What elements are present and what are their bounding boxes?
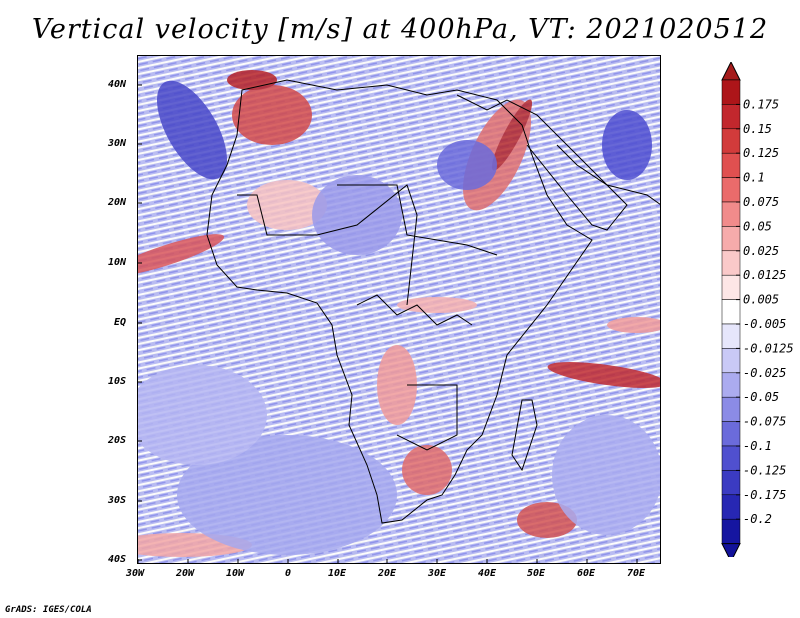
colorbar-label: -0.125: [743, 463, 786, 477]
lat-label: 40N: [108, 79, 127, 90]
colorbar-label: -0.0125: [743, 341, 794, 355]
colorbar-segment: [721, 421, 741, 447]
colorbar-label: -0.175: [743, 488, 786, 502]
colorbar-label: 0.075: [743, 195, 779, 209]
colorbar-label: 0.025: [743, 244, 779, 258]
lon-label: 30W: [126, 568, 145, 579]
lat-label: 20N: [108, 197, 127, 208]
colorbar-label: -0.1: [743, 439, 772, 453]
colorbar-segment: [721, 250, 741, 276]
colorbar-label: 0.1: [743, 171, 765, 185]
descent-regions: [137, 80, 661, 555]
lon-label: 10E: [328, 568, 347, 579]
colorbar-segment: [721, 104, 741, 130]
colorbar-segment: [721, 396, 741, 422]
colorbar-label: 0.15: [743, 122, 772, 136]
colorbar-segment: [721, 128, 741, 154]
grid-ticks: [137, 84, 638, 564]
colorbar-segment: [721, 445, 741, 471]
colorbar-segment: [721, 177, 741, 203]
colorbar-label: -0.075: [743, 415, 786, 429]
colorbar-segment: [721, 299, 741, 325]
velocity-map: [137, 55, 661, 564]
plot-title: Vertical velocity [m/s] at 400hPa, VT: 2…: [31, 14, 769, 45]
colorbar-segment: [721, 274, 741, 300]
colorbar-label: -0.005: [743, 317, 786, 331]
lat-label: 30S: [108, 495, 127, 506]
colorbar-segment: [721, 323, 741, 349]
colorbar-label: -0.025: [743, 366, 786, 380]
colorbar-over-arrow: [721, 62, 741, 81]
lon-label: 40E: [478, 568, 497, 579]
colorbar-label: 0.175: [743, 97, 779, 111]
colorbar-segment: [721, 518, 741, 544]
colorbar-segment: [721, 470, 741, 496]
colorbar-segment: [721, 372, 741, 398]
colorbar-label: 0.005: [743, 293, 779, 307]
lon-label: 0: [285, 568, 292, 579]
lon-label: 30E: [428, 568, 447, 579]
lat-label: 10S: [108, 376, 127, 387]
colorbar-label: 0.05: [743, 219, 772, 233]
lat-label: 20S: [108, 435, 127, 446]
colorbar-segment: [721, 152, 741, 178]
colorbar-label: -0.05: [743, 390, 779, 404]
lat-label: EQ: [114, 317, 127, 328]
colorbar-label: 0.125: [743, 146, 779, 160]
colorbar: 0.175 0.15 0.125 0.1 0.075 0.05 0.025 0.0125 0.0…: [721, 62, 794, 557]
lat-label: 10N: [108, 257, 127, 268]
lon-label: 60E: [577, 568, 596, 579]
lon-label: 70E: [627, 568, 646, 579]
colorbar-under-arrow: [721, 543, 741, 557]
colorbar-segment: [721, 494, 741, 520]
lon-label: 10W: [226, 568, 245, 579]
colorbar-segment: [721, 201, 741, 227]
lon-label: 50E: [527, 568, 546, 579]
colorbar-label: -0.2: [743, 512, 772, 526]
grads-credit: GrADS: IGES/COLA: [5, 605, 92, 615]
lat-label: 40S: [108, 554, 127, 565]
lon-label: 20E: [378, 568, 397, 579]
colorbar-segment: [721, 226, 741, 252]
lon-label: 20W: [176, 568, 195, 579]
lat-label: 30N: [108, 138, 127, 149]
coastlines: [206, 79, 661, 524]
colorbar-segment: [721, 79, 741, 105]
colorbar-segment: [721, 348, 741, 374]
colorbar-label: 0.0125: [743, 268, 786, 282]
